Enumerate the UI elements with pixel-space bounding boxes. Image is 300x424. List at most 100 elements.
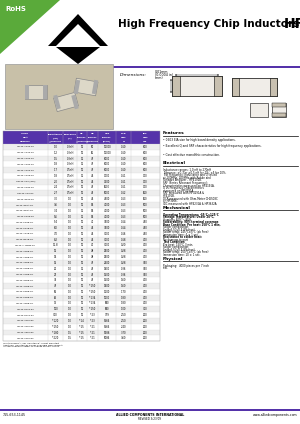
Text: 400: 400: [143, 249, 148, 253]
Text: HFC05-47NR-RC: HFC05-47NR-RC: [16, 286, 34, 287]
Bar: [3, 237, 160, 243]
Text: 43: 43: [91, 186, 94, 190]
Text: 300: 300: [143, 307, 148, 311]
Text: 2.4: 2.4: [54, 186, 58, 190]
Text: 2.40: 2.40: [121, 325, 126, 329]
Text: 0.36: 0.36: [121, 273, 126, 276]
Text: **134: **134: [89, 296, 96, 300]
Text: 0.10: 0.10: [121, 151, 126, 155]
Text: HFC05-5N4R-RC: HFC05-5N4R-RC: [16, 222, 34, 223]
Text: 47: 47: [91, 156, 94, 161]
Bar: [3, 162, 160, 167]
Bar: [3, 324, 160, 329]
Text: 10: 10: [80, 191, 83, 195]
Text: 400: 400: [143, 284, 148, 288]
Bar: [3, 243, 160, 248]
Bar: [3, 208, 160, 214]
Text: 0.18: 0.18: [121, 238, 126, 242]
Text: (%): (%): [68, 137, 72, 139]
Text: 10: 10: [80, 261, 83, 265]
Bar: [250, 103, 268, 117]
Text: 0.3nH: 0.3nH: [66, 162, 74, 166]
Text: 27: 27: [54, 273, 57, 276]
Text: Solder composition:: Solder composition:: [163, 226, 189, 229]
Text: 1.0: 1.0: [68, 273, 72, 276]
Text: HFC05-1N0S-RC: HFC05-1N0S-RC: [16, 146, 34, 148]
Text: HFC05-2N0 (dyn): HFC05-2N0 (dyn): [16, 181, 35, 182]
Text: 43: 43: [91, 267, 94, 271]
Bar: [3, 167, 160, 173]
Text: No damage to part: No damage to part: [163, 238, 188, 242]
Text: HFC05-20NR-RC: HFC05-20NR-RC: [16, 268, 34, 269]
Text: 10: 10: [80, 284, 83, 288]
Text: **180: **180: [52, 330, 59, 335]
Bar: [3, 131, 160, 341]
Text: 10: 10: [80, 226, 83, 230]
Text: Typical: Typical: [102, 137, 112, 138]
Bar: [3, 272, 160, 277]
Text: 1.0: 1.0: [68, 284, 72, 288]
Text: Sn/Ag3.5Cu0.5 (Pb free): Sn/Ag3.5Cu0.5 (Pb free): [163, 228, 195, 232]
Text: 350: 350: [143, 261, 148, 265]
Text: 0.10: 0.10: [121, 162, 126, 166]
Text: **15: **15: [79, 325, 85, 329]
Text: 10: 10: [80, 255, 83, 259]
Text: 700: 700: [143, 174, 148, 178]
Bar: [3, 173, 160, 179]
Text: 10: 10: [80, 273, 83, 276]
Text: 32: 32: [54, 278, 57, 282]
Text: 8000: 8000: [104, 168, 110, 172]
Text: 0.5nH: 0.5nH: [66, 186, 74, 190]
Text: 3.0: 3.0: [54, 197, 58, 201]
Text: **21: **21: [90, 325, 95, 329]
Text: 14: 14: [54, 255, 57, 259]
Bar: [3, 301, 160, 307]
Text: RoHS: RoHS: [5, 6, 26, 12]
Bar: [92, 80, 98, 94]
Text: 10: 10: [80, 180, 83, 184]
Text: 11: 11: [80, 174, 83, 178]
Polygon shape: [48, 14, 108, 46]
Text: Tolerance: ±0.3 or ±0.5 nH for 1%; ±5 for 10%.: Tolerance: ±0.3 or ±0.5 nH for 1%; ±5 fo…: [163, 171, 226, 175]
Text: 0.28: 0.28: [121, 255, 126, 259]
Bar: [3, 289, 160, 295]
Text: 47: 47: [54, 284, 57, 288]
Text: 0.36: 0.36: [121, 267, 126, 271]
Bar: [272, 113, 286, 117]
Text: 47: 47: [91, 162, 94, 166]
Bar: [3, 260, 160, 266]
Text: 0.28: 0.28: [121, 261, 126, 265]
Text: 1.0: 1.0: [68, 325, 72, 329]
Bar: [3, 131, 160, 144]
Text: 1.80: 1.80: [121, 296, 126, 300]
Text: 350: 350: [143, 267, 148, 271]
Text: 48: 48: [91, 255, 94, 259]
Text: (nH): (nH): [52, 137, 59, 139]
Text: Typical: Typical: [77, 137, 87, 138]
Text: Solder composition:: Solder composition:: [163, 245, 189, 249]
Bar: [3, 190, 160, 196]
Text: 10: 10: [80, 220, 83, 224]
Text: 44: 44: [91, 226, 94, 230]
Text: 900: 900: [105, 301, 109, 306]
Text: 0.14: 0.14: [121, 220, 126, 224]
Text: 1.0: 1.0: [68, 261, 72, 265]
Text: Max: Max: [143, 137, 148, 138]
Text: @250MHz: @250MHz: [86, 140, 99, 142]
Text: at 100MHz; 250MHz with Rohde and: at 100MHz; 250MHz with Rohde and: [163, 176, 211, 180]
Text: 700: 700: [143, 180, 148, 184]
Text: 6.0: 6.0: [54, 226, 58, 230]
Text: 1.0: 1.0: [68, 319, 72, 323]
Text: HFC05-150K-RC: HFC05-150K-RC: [16, 326, 34, 327]
Text: 200: 200: [143, 319, 148, 323]
Text: HFC05-15NR-RC: HFC05-15NR-RC: [16, 262, 34, 263]
Text: 44: 44: [91, 232, 94, 236]
Text: Inductance ranges: 1.0 nH to 270nH: Inductance ranges: 1.0 nH to 270nH: [163, 168, 211, 172]
Text: Operating Temperature: -55°C~125°C: Operating Temperature: -55°C~125°C: [163, 213, 219, 217]
Bar: [53, 95, 61, 109]
Text: • 0603 EIA size for high board density applications.: • 0603 EIA size for high board density a…: [163, 138, 236, 142]
Text: 1.60: 1.60: [121, 278, 126, 282]
Text: 0.11: 0.11: [121, 174, 126, 178]
Text: 54: 54: [91, 209, 94, 213]
Text: 11.8: 11.8: [53, 243, 58, 248]
